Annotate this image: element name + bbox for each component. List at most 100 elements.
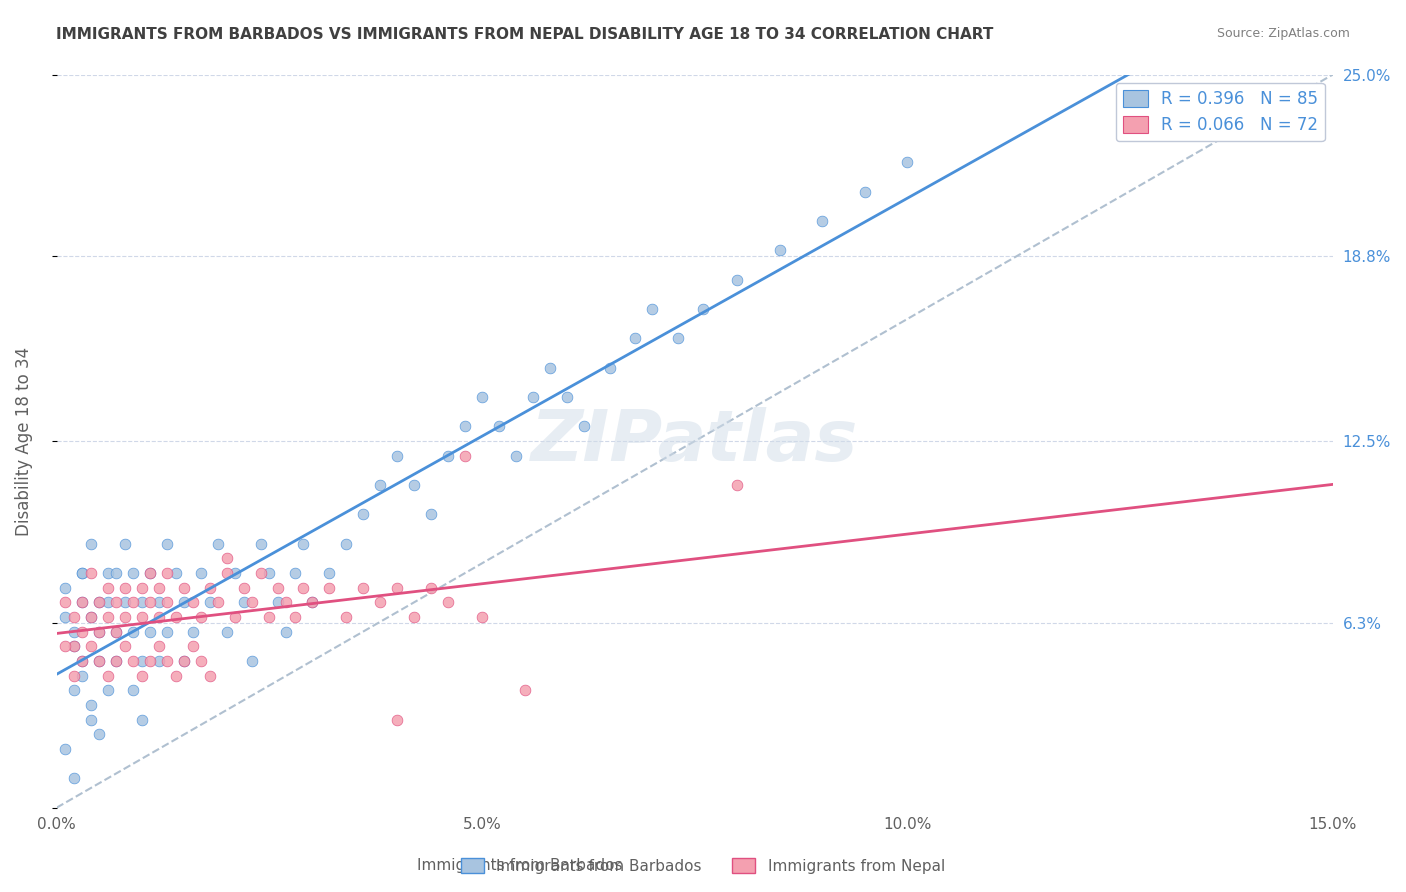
Point bbox=[165, 566, 187, 580]
Text: IMMIGRANTS FROM BARBADOS VS IMMIGRANTS FROM NEPAL DISABILITY AGE 18 TO 34 CORREL: IMMIGRANTS FROM BARBADOS VS IMMIGRANTS F… bbox=[56, 27, 994, 42]
Point bbox=[198, 595, 221, 609]
Point bbox=[853, 185, 876, 199]
Point bbox=[181, 595, 204, 609]
Point bbox=[62, 640, 84, 654]
Point bbox=[454, 419, 477, 434]
Point bbox=[352, 508, 374, 522]
Point bbox=[105, 654, 128, 668]
Point bbox=[131, 654, 153, 668]
Point bbox=[641, 302, 664, 317]
Point bbox=[599, 360, 621, 375]
Point bbox=[139, 566, 162, 580]
Point bbox=[284, 566, 307, 580]
Point bbox=[97, 566, 120, 580]
Point bbox=[666, 331, 689, 345]
Point bbox=[173, 654, 195, 668]
Point bbox=[148, 640, 170, 654]
Point bbox=[105, 566, 128, 580]
Point bbox=[522, 390, 544, 404]
Point bbox=[79, 537, 101, 551]
Point bbox=[114, 640, 136, 654]
Point bbox=[114, 595, 136, 609]
Point bbox=[190, 654, 212, 668]
Point bbox=[259, 566, 281, 580]
Point bbox=[207, 595, 229, 609]
Point bbox=[89, 624, 111, 639]
Point bbox=[240, 654, 263, 668]
Point bbox=[267, 581, 290, 595]
Point bbox=[70, 595, 93, 609]
Point bbox=[131, 595, 153, 609]
Point bbox=[471, 610, 494, 624]
Point bbox=[402, 478, 425, 492]
Point bbox=[122, 654, 145, 668]
Point bbox=[335, 537, 357, 551]
Point bbox=[190, 566, 212, 580]
Point bbox=[89, 654, 111, 668]
Point bbox=[173, 581, 195, 595]
Legend: Immigrants from Barbados, Immigrants from Nepal: Immigrants from Barbados, Immigrants fro… bbox=[456, 852, 950, 880]
Point bbox=[97, 581, 120, 595]
Point bbox=[70, 669, 93, 683]
Point bbox=[53, 595, 76, 609]
Point bbox=[555, 390, 578, 404]
Point bbox=[89, 727, 111, 741]
Point bbox=[62, 683, 84, 698]
Point bbox=[53, 581, 76, 595]
Point bbox=[70, 624, 93, 639]
Point bbox=[267, 595, 290, 609]
Point bbox=[259, 610, 281, 624]
Point bbox=[224, 566, 246, 580]
Point bbox=[725, 478, 748, 492]
Point bbox=[89, 595, 111, 609]
Point bbox=[148, 595, 170, 609]
Point bbox=[148, 654, 170, 668]
Point bbox=[97, 669, 120, 683]
Point bbox=[156, 566, 179, 580]
Point bbox=[70, 595, 93, 609]
Point bbox=[148, 610, 170, 624]
Y-axis label: Disability Age 18 to 34: Disability Age 18 to 34 bbox=[15, 346, 32, 536]
Point bbox=[215, 566, 238, 580]
Point bbox=[79, 640, 101, 654]
Point bbox=[454, 449, 477, 463]
Legend: R = 0.396   N = 85, R = 0.066   N = 72: R = 0.396 N = 85, R = 0.066 N = 72 bbox=[1116, 83, 1324, 141]
Point bbox=[53, 742, 76, 756]
Point bbox=[62, 640, 84, 654]
Point bbox=[62, 772, 84, 786]
Point bbox=[505, 449, 527, 463]
Point bbox=[896, 155, 918, 169]
Point bbox=[385, 449, 408, 463]
Point bbox=[165, 610, 187, 624]
Point bbox=[352, 581, 374, 595]
Point bbox=[156, 624, 179, 639]
Point bbox=[70, 654, 93, 668]
Point bbox=[769, 244, 792, 258]
Point bbox=[240, 595, 263, 609]
Point bbox=[79, 698, 101, 712]
Point bbox=[513, 683, 536, 698]
Point bbox=[89, 654, 111, 668]
Point bbox=[538, 360, 561, 375]
Point bbox=[624, 331, 647, 345]
Point bbox=[284, 610, 307, 624]
Point bbox=[420, 581, 443, 595]
Point bbox=[122, 595, 145, 609]
Point bbox=[165, 669, 187, 683]
Point bbox=[122, 624, 145, 639]
Point bbox=[488, 419, 510, 434]
Point bbox=[131, 581, 153, 595]
Point bbox=[292, 537, 315, 551]
Point bbox=[420, 508, 443, 522]
Point bbox=[139, 566, 162, 580]
Point bbox=[114, 610, 136, 624]
Point bbox=[131, 669, 153, 683]
Point bbox=[173, 654, 195, 668]
Point bbox=[97, 595, 120, 609]
Point bbox=[173, 595, 195, 609]
Text: ZIPatlas: ZIPatlas bbox=[531, 407, 859, 475]
Point bbox=[811, 214, 834, 228]
Point bbox=[207, 537, 229, 551]
Point bbox=[62, 610, 84, 624]
Point bbox=[471, 390, 494, 404]
